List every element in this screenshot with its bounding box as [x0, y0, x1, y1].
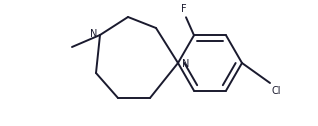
Text: F: F: [181, 4, 187, 14]
Text: Cl: Cl: [272, 86, 281, 96]
Text: N: N: [90, 29, 97, 39]
Text: N: N: [182, 59, 190, 69]
